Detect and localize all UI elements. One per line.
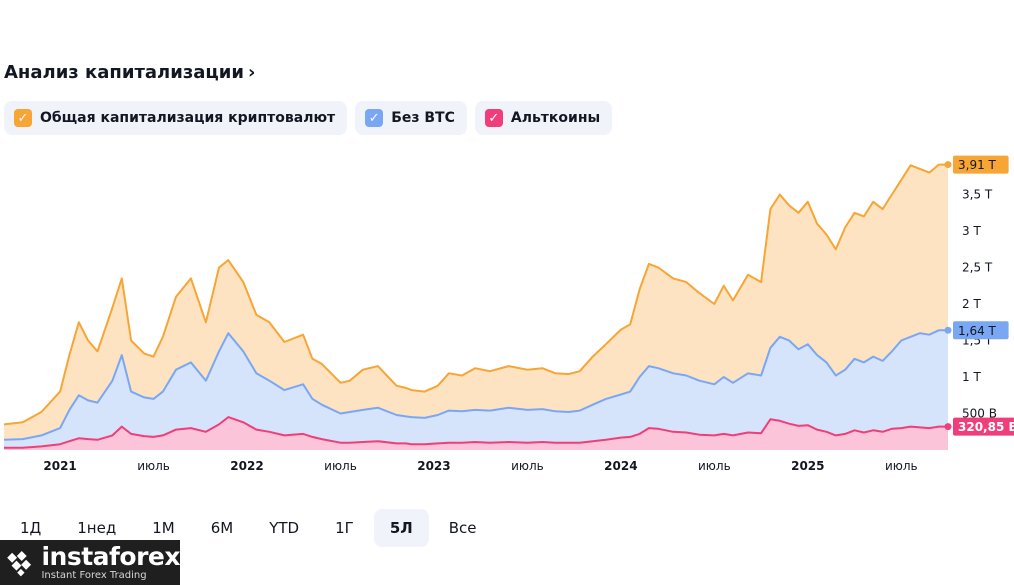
x-tick-label: июль <box>698 459 731 473</box>
x-tick-label: июль <box>511 459 544 473</box>
legend-label-without-btc: Без BTC <box>391 110 455 126</box>
series-line-1 <box>3 329 948 441</box>
legend-toggle-total[interactable]: ✓ Общая капитализация криптовалют <box>4 101 348 135</box>
range-1y-button[interactable]: 1Г <box>335 519 354 537</box>
page-title-label: Анализ капитализации <box>4 62 244 83</box>
check-icon: ✓ <box>365 109 384 127</box>
range-1w-button[interactable]: 1нед <box>77 519 117 537</box>
x-tick-label: 2022 <box>230 459 263 473</box>
x-tick-label: июль <box>324 459 357 473</box>
last-value-dot <box>944 161 952 169</box>
x-tick-label: июль <box>885 459 918 473</box>
instaforex-logo-icon <box>7 550 32 576</box>
logo-tagline: Instant Forex Trading <box>41 570 147 581</box>
last-value-dot <box>944 326 952 334</box>
range-selector: 1Д 1нед 1М 6М YTD 1Г 5Л Все <box>4 509 497 547</box>
y-tick-label: 3 T <box>962 224 981 238</box>
last-value-label: 1,64 T <box>958 324 997 338</box>
y-tick-label: 2,5 T <box>962 261 993 275</box>
series-line-0 <box>3 163 948 426</box>
check-icon: ✓ <box>484 109 503 127</box>
instaforex-logo: instaforex Instant Forex Trading <box>0 540 180 585</box>
x-tick-label: 2021 <box>43 459 76 473</box>
x-tick-label: 2025 <box>791 459 824 473</box>
last-value-label: 3,91 T <box>958 158 997 172</box>
last-value-dot <box>944 423 952 431</box>
page-title[interactable]: Анализ капитализации › <box>4 62 255 83</box>
y-tick-label: 500 B <box>962 407 997 421</box>
logo-brand: instaforex <box>41 542 180 571</box>
legend: ✓ Общая капитализация криптовалют ✓ Без … <box>4 101 613 135</box>
x-tick-label: 2023 <box>417 459 450 473</box>
chevron-right-icon: › <box>248 62 256 83</box>
range-1d-button[interactable]: 1Д <box>20 519 42 537</box>
series-area-2 <box>4 417 948 450</box>
legend-label-total: Общая капитализация криптовалют <box>40 110 336 126</box>
last-value-badge <box>953 155 1009 174</box>
x-tick-label: июль <box>137 459 170 473</box>
series-line-2 <box>4 416 948 449</box>
range-ytd-button[interactable]: YTD <box>269 519 300 537</box>
check-icon: ✓ <box>14 109 32 127</box>
last-value-badge <box>953 417 1014 436</box>
y-tick-label: 2 T <box>962 297 981 311</box>
range-5y-button[interactable]: 5Л <box>373 509 429 547</box>
y-tick-label: 3,5 T <box>962 188 993 202</box>
legend-toggle-without-btc[interactable]: ✓ Без BTC <box>355 101 467 135</box>
last-value-badge <box>953 321 1009 340</box>
x-tick-label: 2024 <box>604 459 637 473</box>
series-area-1 <box>4 330 948 450</box>
legend-toggle-altcoins[interactable]: ✓ Альткоины <box>474 101 613 135</box>
range-all-button[interactable]: Все <box>448 519 477 537</box>
legend-label-altcoins: Альткоины <box>510 110 601 126</box>
range-6m-button[interactable]: 6М <box>210 519 234 537</box>
last-value-label: 320,85 B <box>958 420 1014 434</box>
y-tick-label: 1 T <box>962 370 981 384</box>
range-1m-button[interactable]: 1М <box>152 519 175 537</box>
